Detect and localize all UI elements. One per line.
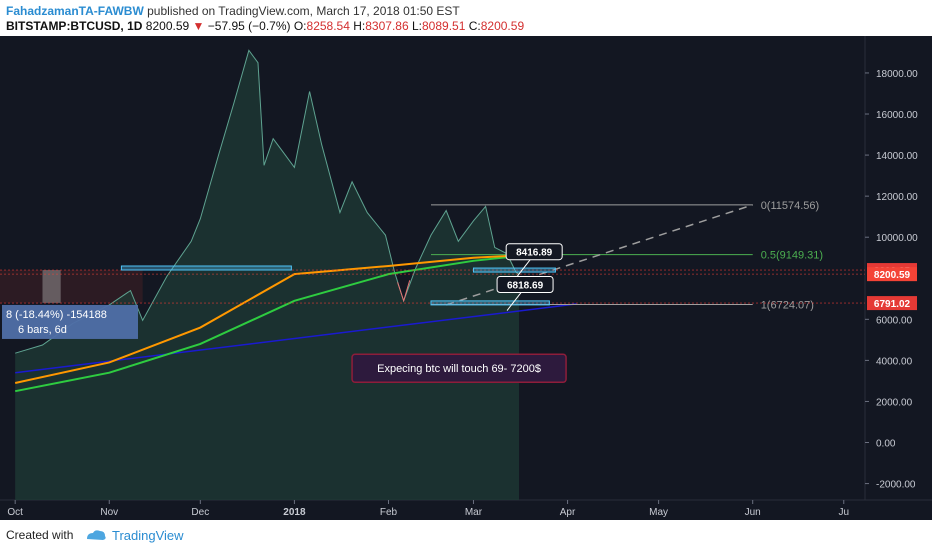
low-label: L:: [411, 19, 422, 33]
price-tag: [867, 296, 917, 311]
tradingview-brand[interactable]: TradingView: [112, 528, 184, 543]
x-tick-label: Ju: [838, 507, 849, 518]
trendline: [15, 303, 577, 374]
created-with-text: Created with: [6, 528, 74, 542]
symbol-label[interactable]: BITSTAMP:BTCUSD, 1D: [6, 19, 143, 33]
chart-area[interactable]: 18000.00 16000.00 14000.00 12000.00 10000.00…: [0, 36, 932, 520]
x-tick-label: Jun: [745, 507, 761, 518]
callout-box: [496, 276, 554, 294]
measure-region: [0, 270, 143, 303]
measure-line1: 8 (-18.44%) -154188: [6, 309, 107, 321]
ma-green-line: [14, 253, 532, 393]
price-tag: [867, 267, 917, 282]
annotation-box: [351, 353, 567, 383]
x-tick-label: Oct: [7, 507, 23, 518]
footer: Created with TradingView: [0, 520, 932, 550]
close-value: 8200.59: [480, 19, 525, 33]
price-tag-label: 8200.59: [874, 270, 911, 281]
symbol-line: BITSTAMP:BTCUSD, 1D 8200.59 ▼ −57.95 (−0…: [6, 19, 524, 33]
chart-header: FahadzamanTA-FAWBW published on TradingV…: [0, 0, 932, 36]
x-tick-label: Nov: [100, 507, 118, 518]
measure-line2: 6 bars, 6d: [18, 324, 67, 336]
measure-box: [2, 304, 138, 339]
y-tick-label: 2000.00: [876, 397, 913, 408]
y-tick-label: -2000.00: [876, 480, 916, 491]
annotation-text: Expecing btc will touch 69- 7200$: [377, 363, 541, 375]
callout-label: 8416.89: [516, 248, 553, 259]
close-label: C:: [468, 19, 481, 33]
last-price: 8200.59: [145, 19, 190, 33]
x-tick-label: May: [649, 507, 668, 518]
fib-level-label: 1(6724.07): [761, 299, 814, 311]
price-area-fill: [15, 50, 519, 501]
tradingview-logo-icon: [87, 530, 106, 540]
open-label: O:: [293, 19, 307, 33]
projection-line: [445, 204, 753, 306]
y-tick-label: 18000.00: [876, 69, 918, 80]
low-value: 8089.51: [422, 19, 466, 33]
x-tick-label: 2018: [283, 507, 306, 518]
y-tick-label: 10000.00: [876, 233, 918, 244]
author-link[interactable]: FahadzamanTA-FAWBW: [6, 4, 144, 18]
measure-bar: [42, 270, 61, 303]
y-tick-label: 12000.00: [876, 192, 918, 203]
down-arrow-icon: ▼: [192, 19, 205, 33]
fib-level-label: 0(11574.56): [761, 200, 820, 212]
price-change: −57.95 (−0.7%): [207, 19, 291, 33]
support-zone: [430, 300, 550, 306]
y-tick-label: 14000.00: [876, 151, 918, 162]
x-tick-label: Feb: [380, 507, 398, 518]
x-tick-label: Mar: [465, 507, 483, 518]
price-chart[interactable]: 18000.00 16000.00 14000.00 12000.00 10000.00…: [0, 36, 932, 520]
y-tick-label: 16000.00: [876, 110, 918, 121]
x-tick-label: Dec: [191, 507, 209, 518]
y-tick-label: 4000.00: [876, 356, 913, 367]
ma-orange-line: [14, 253, 532, 384]
high-label: H:: [353, 19, 366, 33]
price-dip-line: [397, 280, 411, 303]
fib-level-label: 0.5(9149.31): [761, 250, 823, 262]
support-zone: [472, 267, 556, 273]
callout-box: [505, 243, 563, 261]
open-value: 8258.54: [306, 19, 350, 33]
x-tick-label: Apr: [560, 507, 576, 518]
y-tick-label: 0.00: [876, 439, 896, 450]
callout-label: 6818.69: [507, 281, 544, 292]
publish-info: published on TradingView.com, March 17, …: [147, 4, 460, 18]
high-value: 8307.86: [365, 19, 409, 33]
y-tick-label: 6000.00: [876, 315, 913, 326]
callout-pointer: [506, 292, 522, 311]
price-tag-label: 6791.02: [874, 299, 911, 310]
support-zone: [120, 265, 292, 271]
publish-line: FahadzamanTA-FAWBW published on TradingV…: [6, 4, 460, 18]
price-line: [15, 49, 520, 354]
callout-pointer: [515, 259, 531, 279]
